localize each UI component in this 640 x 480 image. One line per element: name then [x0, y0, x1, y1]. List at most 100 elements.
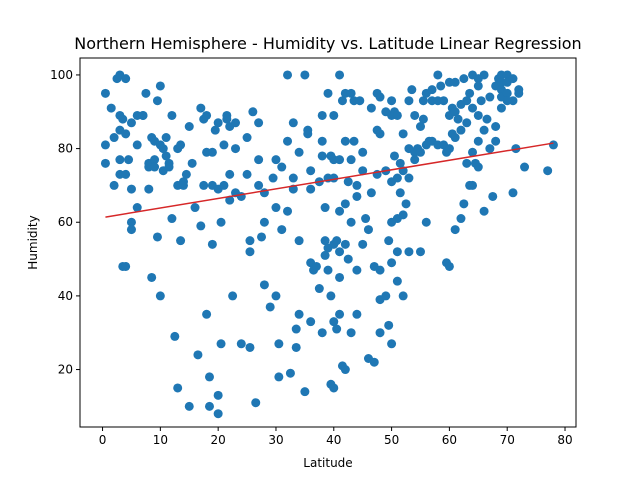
data-point-123 [288, 173, 298, 183]
data-point-4 [109, 133, 119, 143]
data-point-250 [421, 217, 431, 227]
data-point-24 [132, 140, 142, 150]
data-point-295 [479, 70, 489, 80]
plot-frame [79, 57, 577, 428]
data-point-71 [204, 372, 214, 382]
data-point-272 [450, 77, 460, 87]
data-point-94 [236, 191, 246, 201]
data-point-115 [274, 372, 284, 382]
data-point-162 [329, 383, 339, 393]
data-point-112 [271, 203, 281, 213]
data-point-320 [514, 88, 524, 98]
y-tick-label-100: 100 [50, 68, 73, 82]
data-point-134 [303, 125, 313, 135]
data-point-150 [323, 88, 333, 98]
y-tick-label-20: 20 [58, 363, 73, 377]
data-point-119 [283, 70, 293, 80]
data-point-266 [444, 261, 454, 271]
data-point-136 [306, 317, 316, 327]
data-point-159 [329, 110, 339, 120]
data-point-281 [462, 158, 472, 168]
data-point-290 [473, 81, 483, 91]
x-tick-label-60: 60 [442, 433, 457, 447]
data-point-223 [392, 173, 402, 183]
data-point-118 [277, 162, 287, 172]
data-point-166 [335, 155, 345, 165]
data-point-165 [335, 70, 345, 80]
data-point-187 [352, 309, 362, 319]
x-tick-label-0: 0 [99, 433, 107, 447]
data-point-241 [410, 155, 420, 165]
data-point-81 [216, 217, 226, 227]
data-point-304 [491, 136, 501, 146]
data-point-73 [207, 147, 217, 157]
data-point-16 [121, 74, 131, 84]
data-point-50 [170, 331, 180, 341]
x-tick-label-80: 80 [557, 433, 572, 447]
data-point-57 [178, 180, 188, 190]
data-point-137 [306, 184, 316, 194]
data-point-117 [277, 225, 287, 235]
data-point-233 [401, 199, 411, 209]
data-point-313 [502, 88, 512, 98]
data-point-227 [395, 158, 405, 168]
data-point-186 [352, 265, 362, 275]
data-point-236 [404, 173, 414, 183]
data-point-79 [213, 118, 223, 128]
data-point-129 [294, 147, 304, 157]
data-point-245 [415, 247, 425, 257]
data-point-225 [392, 247, 402, 257]
data-point-221 [389, 151, 399, 161]
data-point-180 [346, 88, 356, 98]
data-point-185 [349, 136, 359, 146]
data-point-120 [283, 136, 293, 146]
data-point-126 [291, 324, 301, 334]
data-point-175 [340, 199, 350, 209]
data-point-191 [358, 147, 368, 157]
data-point-270 [450, 133, 460, 143]
x-axis-label: Latitude [303, 456, 352, 470]
data-point-61 [187, 158, 197, 168]
data-point-101 [248, 107, 258, 117]
data-point-47 [164, 162, 174, 172]
data-point-77 [213, 390, 223, 400]
data-point-276 [456, 125, 466, 135]
data-point-58 [181, 169, 191, 179]
data-point-5 [109, 180, 119, 190]
data-point-42 [158, 144, 168, 154]
data-point-29 [144, 184, 154, 194]
data-point-234 [404, 96, 414, 106]
data-point-317 [508, 188, 518, 198]
data-point-275 [456, 214, 466, 224]
regression-line [105, 142, 554, 218]
data-point-83 [219, 140, 229, 150]
data-point-21 [126, 217, 136, 227]
data-point-188 [352, 180, 362, 190]
data-point-169 [335, 272, 345, 282]
data-point-113 [271, 291, 281, 301]
data-point-125 [288, 118, 298, 128]
data-point-27 [138, 110, 148, 120]
data-point-13 [118, 114, 128, 124]
data-point-230 [398, 291, 408, 301]
data-point-291 [473, 110, 483, 120]
data-point-255 [433, 70, 443, 80]
data-point-205 [375, 129, 385, 139]
data-point-170 [335, 309, 345, 319]
data-point-177 [340, 365, 350, 375]
data-point-116 [274, 339, 284, 349]
data-point-213 [384, 236, 394, 246]
data-point-2 [100, 158, 110, 168]
data-point-144 [317, 136, 327, 146]
data-point-158 [329, 317, 339, 327]
data-point-182 [346, 217, 356, 227]
data-point-303 [491, 122, 501, 131]
y-tick-label-60: 60 [58, 215, 73, 229]
data-point-299 [485, 92, 495, 102]
data-point-17 [121, 261, 131, 271]
data-point-206 [375, 265, 385, 275]
data-point-54 [176, 236, 186, 246]
data-point-273 [453, 114, 463, 124]
